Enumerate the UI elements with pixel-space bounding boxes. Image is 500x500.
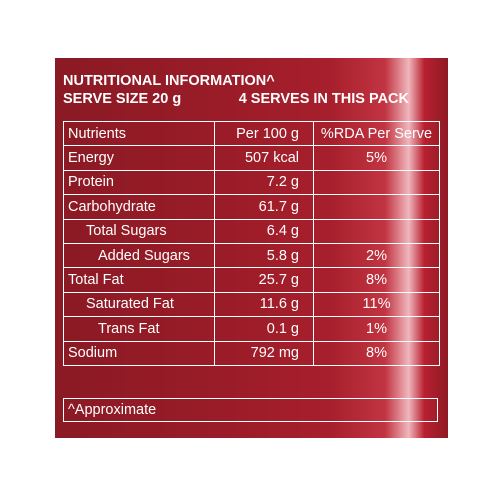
nutrient-per100: 7.2 g [214, 169, 314, 196]
nutrient-name: Total Fat [63, 267, 215, 293]
nutrient-per100: 792 mg [214, 340, 314, 366]
nutrient-rda: 8% [313, 267, 440, 293]
nutrient-name: Energy [63, 145, 215, 171]
nutrient-name: Sodium [63, 340, 215, 366]
nutrition-panel: NUTRITIONAL INFORMATION^ SERVE SIZE 20 g… [55, 58, 448, 438]
serve-size: SERVE SIZE 20 g [63, 91, 182, 107]
table-row: Trans Fat 0.1 g 1% [63, 316, 440, 342]
nutrient-per100: 507 kcal [214, 145, 314, 171]
table-row: Total Fat 25.7 g 8% [63, 267, 440, 293]
nutrient-name: Carbohydrate [63, 194, 215, 220]
nutrient-rda: 5% [313, 145, 440, 171]
nutrient-name: Added Sugars [63, 242, 215, 269]
table-row: Added Sugars 5.8 g 2% [63, 242, 440, 269]
serving-info: SERVE SIZE 20 g 4 SERVES IN THIS PACK [63, 90, 443, 108]
table-row: Sodium 792 mg 8% [63, 340, 440, 366]
nutrient-per100: 0.1 g [214, 316, 314, 342]
footnote: ^Approximate [63, 398, 438, 422]
nutrient-rda: 11% [313, 291, 440, 318]
nutrient-rda: 1% [313, 316, 440, 342]
nutrition-header: NUTRITIONAL INFORMATION^ SERVE SIZE 20 g… [63, 72, 443, 108]
nutrient-name: Saturated Fat [63, 291, 215, 318]
nutrient-per100: 25.7 g [214, 267, 314, 293]
serves-per-pack: 4 SERVES IN THIS PACK [238, 91, 409, 107]
column-header-per100: Per 100 g [214, 120, 314, 147]
nutrition-table: Nutrients Per 100 g %RDA Per Serve Energ… [63, 120, 440, 366]
nutrient-per100: 5.8 g [214, 242, 314, 269]
column-header-nutrients: Nutrients [63, 120, 215, 147]
nutrient-name: Trans Fat [63, 316, 215, 342]
nutrient-name: Total Sugars [63, 218, 215, 244]
nutrition-title: NUTRITIONAL INFORMATION^ [63, 73, 275, 89]
nutrient-per100: 11.6 g [214, 291, 314, 318]
table-row: Saturated Fat 11.6 g 11% [63, 291, 440, 318]
nutrient-per100: 6.4 g [214, 218, 314, 244]
nutrient-rda: 8% [313, 340, 440, 366]
table-row: Protein 7.2 g [63, 169, 440, 196]
nutrient-rda: 2% [313, 242, 440, 269]
table-row: Energy 507 kcal 5% [63, 145, 440, 171]
nutrient-per100: 61.7 g [214, 194, 314, 220]
nutrient-name: Protein [63, 169, 215, 196]
nutrient-rda [313, 218, 440, 244]
nutrient-rda [313, 169, 440, 196]
table-row: Carbohydrate 61.7 g [63, 194, 440, 220]
table-row: Total Sugars 6.4 g [63, 218, 440, 244]
nutrient-rda [313, 194, 440, 220]
table-header-row: Nutrients Per 100 g %RDA Per Serve [63, 120, 440, 147]
column-header-rda: %RDA Per Serve [313, 120, 440, 147]
